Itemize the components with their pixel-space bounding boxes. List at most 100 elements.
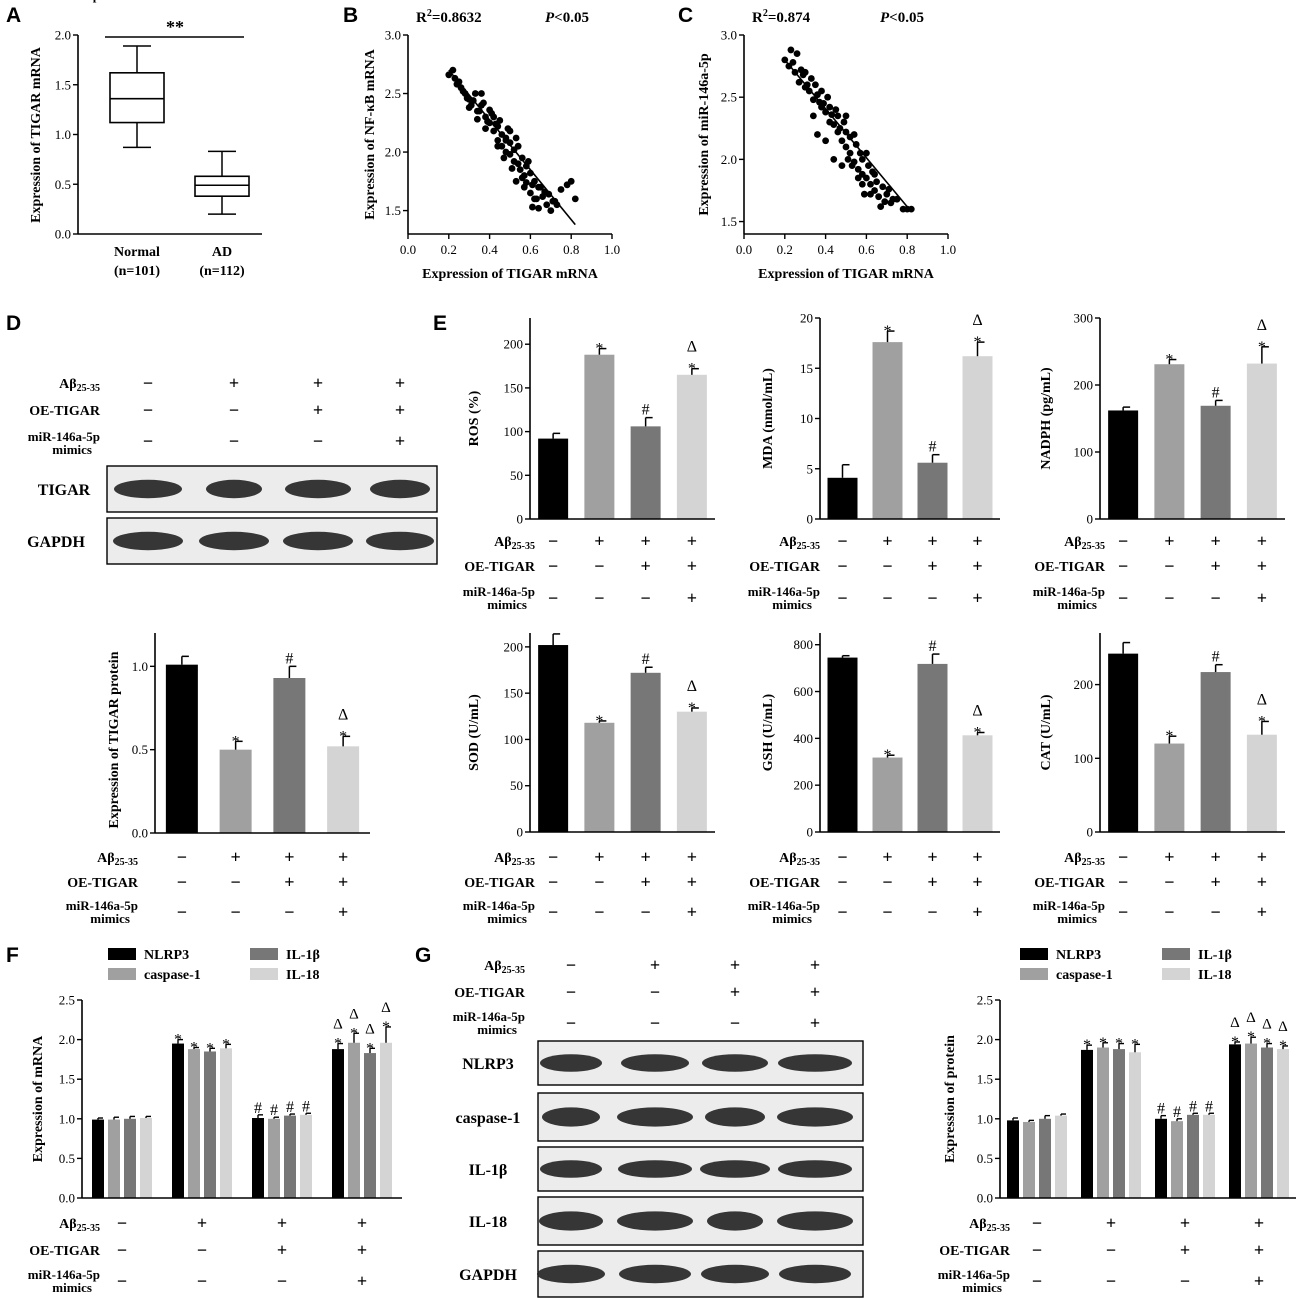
chart-e-mda-cond-sign: + [972,588,982,608]
panel-g-blot-2-band [700,1160,770,1178]
chart-g-legend-item-label: caspase-1 [1056,968,1113,983]
panel-g-blot-1-band [705,1107,765,1127]
chart-e-ros-cond-sign: + [687,556,697,576]
chart-d-cond-sign: + [230,847,240,867]
chart-f-cond-row-label-ab: Aβ25-35 [59,1217,100,1234]
panel-g-blot-3-band [707,1211,763,1231]
chart-b-point [567,177,575,185]
chart-f-cond-sign: + [357,1240,367,1260]
panel-d-blot-tigar-band [114,479,182,499]
panel-g-blot-4-band [701,1264,769,1284]
chart-e-gsh-cond-sign: + [927,872,937,892]
chart-b-xtick-label: 0.8 [563,242,579,257]
panel-g-blot-4-band [779,1264,851,1284]
chart-e-ros-ytick-label: 50 [510,468,523,483]
chart-e-mda-cond-sign: − [837,531,847,551]
panel-d-blot-label-tigar: TIGAR [38,482,91,499]
chart-b-point [514,160,522,168]
chart-b-point [524,158,532,165]
chart-e-nadph-cond-sign: − [1118,531,1128,551]
chart-e-gsh-cond-sign: − [837,902,847,922]
chart-e-mda-cond-sign: + [972,556,982,576]
chart-e-ros-sig-mark: # [642,402,650,419]
chart-c-point [848,162,856,169]
chart-c-point [803,81,811,89]
chart-g-cond-sign: + [1254,1240,1264,1260]
chart-e-nadph-cond-sign: − [1164,556,1174,576]
chart-f-sig-mark: Δ [365,1021,375,1037]
chart-e-nadph-bar [1246,363,1277,519]
chart-c-point [809,112,817,120]
panel-d-top-sign: − [143,400,153,420]
chart-e-ros-ytick-label: 0 [517,512,524,527]
panel-g-blot-4-band [537,1264,605,1284]
chart-b-point [543,201,551,209]
chart-e-ros-bar [676,374,707,519]
chart-e-mda-bar [827,477,858,519]
chart-f-bar [204,1051,216,1198]
chart-b-point [529,181,536,189]
chart-e-mda-cond-row-label-mir: miR-146a-5p [748,584,820,599]
chart-f-legend-swatch [108,968,136,980]
chart-e-cat-ytick-label: 0 [1087,825,1094,840]
chart-e-ros-cond-sign: + [594,531,604,551]
chart-e-nadph-cond-row-label-mir: miR-146a-5p [1033,584,1105,599]
chart-b-point [527,189,534,197]
chart-g-legend-item-label: IL-1β [1198,948,1232,963]
chart-g-cond-sign: − [1032,1240,1042,1260]
panel-d-blot-tigar-band [285,479,351,499]
chart-e-sod-cond-sign: − [594,902,604,922]
chart-e-ros-cond-sign: − [640,588,650,608]
chart-g-cond-sign: − [1180,1271,1190,1291]
chart-g-sig-mark: Δ [1262,1017,1272,1033]
panel-g-top-sign: − [730,1013,740,1033]
chart-e-gsh-sig-mark: * [884,747,892,764]
chart-c-point [881,198,889,206]
chart-e-cat-cond-sign: + [1210,847,1220,867]
chart-g-sig-mark: * [1083,1037,1091,1054]
chart-g-sig-mark: Δ [1246,1010,1256,1026]
chart-g-cond-row-label-ab: Aβ25-35 [969,1217,1010,1234]
chart-f-bar [268,1118,280,1198]
chart-e-mda-cond-sign: − [882,588,892,608]
chart-e-mda-cond-row-label-mimics: mimics [772,597,812,612]
panel-g-blot-1-band [542,1107,600,1127]
chart-e-ros-cond-sign: + [640,556,650,576]
chart-e-cat-cond-row-label-mir: miR-146a-5p [1033,898,1105,913]
chart-d-cond-sign: + [284,872,294,892]
chart-g-bar [1113,1049,1125,1198]
chart-b-point [514,142,522,150]
chart-a-ytick-label: 2.0 [55,28,71,43]
chart-b-ytick-label: 2.5 [385,86,401,101]
chart-g-cond-row-label-oe: OE-TIGAR [939,1244,1011,1259]
panel-letter-a: A [6,4,21,27]
chart-b-point [473,115,481,123]
chart-e-nadph-ytick-label: 200 [1074,378,1094,393]
panel-g-blot-3-band [539,1211,603,1231]
chart-a-significance: ** [166,17,184,37]
chart-c-xtick-label: 0.8 [899,242,915,257]
chart-d-cond-row-label-mir: miR-146a-5p [66,898,138,913]
chart-e-mda-ytick-label: 20 [800,311,813,326]
chart-e-gsh-ylabel: GSH (U/mL) [761,693,776,771]
chart-c-point [844,155,852,163]
chart-g-ytick-label: 2.0 [977,1032,993,1047]
chart-a-xtick-n: (n=112) [199,264,245,279]
chart-e-ros-ylabel: ROS (%) [467,390,482,446]
chart-a-xtick-label: Normal [114,245,160,260]
chart-b-r-squared: R2=0.8632 [416,8,482,26]
chart-e-mda-cond-sign: + [927,531,937,551]
chart-e-cat-cond-row-label-oe: OE-TIGAR [1034,876,1106,891]
panel-letter-e: E [433,312,447,335]
chart-b-point [508,165,516,172]
chart-d-sig-mark: * [339,728,347,745]
chart-e-mda-cond-sign: − [837,556,847,576]
chart-g-sig-mark: # [1205,1098,1213,1115]
chart-e-ros-bar [630,426,661,519]
chart-c-xlabel: Expression of TIGAR mRNA [758,267,935,282]
chart-e-nadph-sig-mark: * [1258,339,1266,356]
chart-b-point [480,99,487,107]
chart-e-gsh-ytick-label: 400 [794,731,814,746]
chart-g-cond-sign: − [1032,1213,1042,1233]
